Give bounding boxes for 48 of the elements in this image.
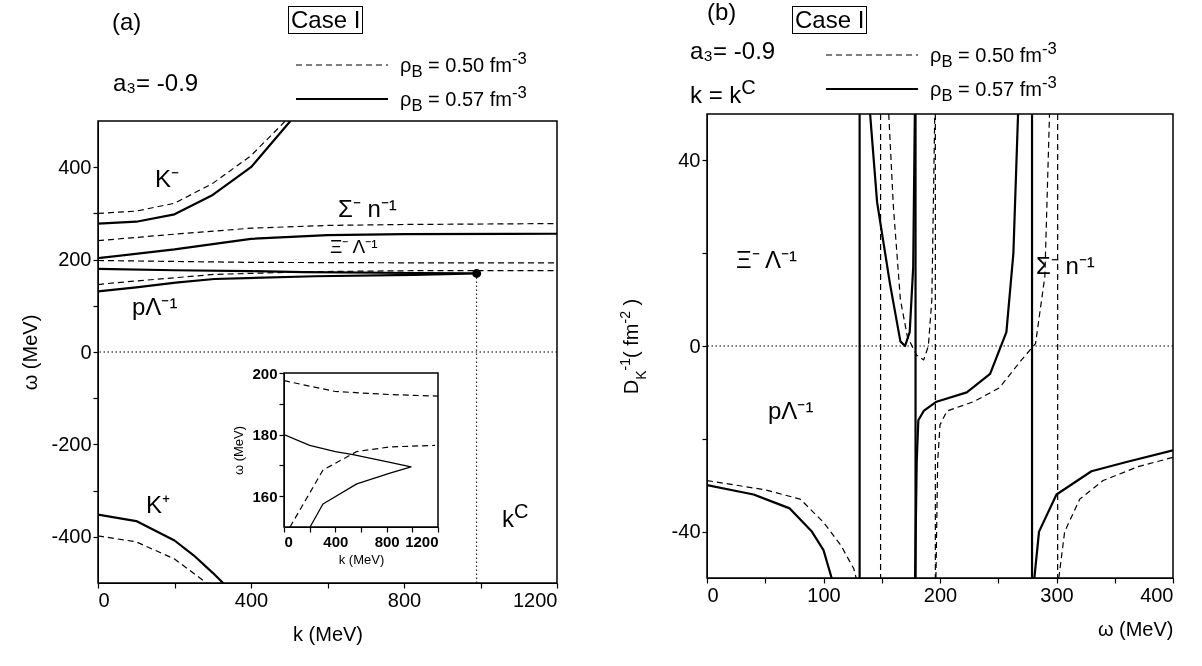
x-tick-label: 800 (387, 588, 422, 611)
y-tick-label: 40 (678, 148, 701, 171)
legend-label: ρ$_{B}$ = 0.57 fm$^{-3}$ (930, 72, 1057, 106)
annotation: Σ⁻ n⁻¹ (1036, 252, 1095, 280)
x-tick-label: 400 (1140, 583, 1174, 606)
x-tick-label: 800 (374, 532, 400, 550)
text: a₃= -0.9 (690, 37, 776, 65)
chart-title: (b) (707, 0, 737, 25)
x-tick-label: 0 (284, 532, 293, 550)
y-tick-label: 0 (80, 340, 92, 363)
x-tick-label: 0 (707, 583, 719, 606)
text: a₃= -0.9 (113, 69, 199, 97)
annotation: Ξ⁻ Λ⁻¹ (736, 246, 797, 274)
y-tick-label: 400 (58, 155, 92, 178)
text: Case I (288, 6, 364, 35)
annotation: Ξ⁻ Λ⁻¹ (330, 236, 378, 258)
x-tick-label: 1200 (405, 532, 439, 550)
x-tick-label: 200 (923, 583, 958, 606)
annotation: pΛ⁻¹ (768, 397, 814, 425)
x-tick-label: 300 (1040, 583, 1074, 606)
y-tick-label: 200 (58, 248, 92, 271)
x-tick-label: 0 (98, 588, 110, 611)
legend-label: ρ$_{B}$ = 0.57 fm$^{-3}$ (400, 82, 527, 116)
annotation: K⁻ (155, 165, 180, 193)
y-tick-label: -400 (51, 525, 92, 548)
text: k = k$^{C}$ (690, 76, 756, 109)
x-tick-label: 100 (807, 583, 841, 606)
legend-label: ρ$_{B}$ = 0.50 fm$^{-3}$ (930, 38, 1057, 72)
annotation: k$^{C}$ (502, 500, 529, 533)
y-tick-label: 0 (689, 334, 701, 357)
x-axis-title: k (MeV) (293, 622, 363, 645)
text: Case I (792, 6, 868, 35)
y-tick-label: 200 (252, 364, 278, 382)
x-axis-title: ω (MeV) (1097, 617, 1174, 640)
y-axis-title: ω (MeV) (231, 425, 247, 476)
y-axis-title: ω (MeV) (19, 314, 42, 391)
legend-label: ρ$_{B}$ = 0.50 fm$^{-3}$ (400, 48, 527, 82)
y-tick-label: 180 (252, 426, 278, 444)
x-tick-label: 400 (323, 532, 349, 550)
annotation: Σ⁻ n⁻¹ (338, 195, 397, 223)
y-tick-label: -200 (51, 432, 92, 455)
y-tick-label: 160 (252, 487, 278, 505)
annotation: pΛ⁻¹ (132, 293, 178, 321)
x-axis-title: k (MeV) (338, 551, 385, 567)
y-tick-label: -40 (671, 520, 701, 543)
chart-title: (a) (112, 8, 142, 35)
annotation: K⁺ (146, 491, 171, 519)
x-tick-label: 1200 (513, 588, 558, 611)
